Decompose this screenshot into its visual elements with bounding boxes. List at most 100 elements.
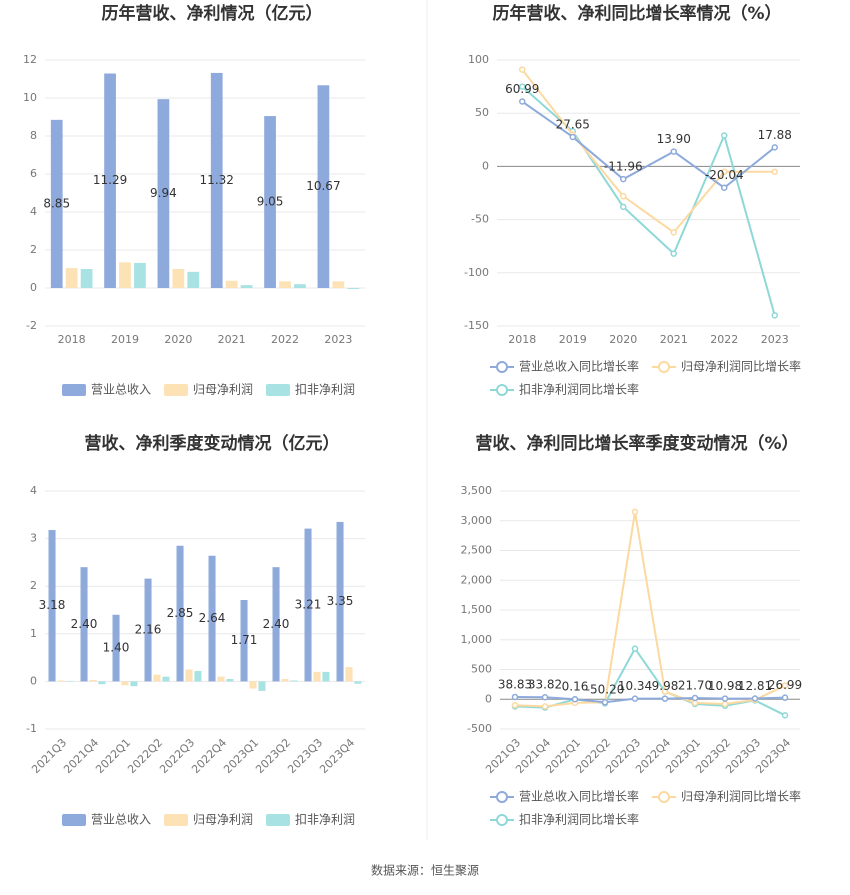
data-label: 1.40 [103,641,130,655]
y-tick-label: 6 [30,167,37,180]
data-label: 10.98 [708,679,742,693]
point [620,203,627,211]
bar [281,679,289,682]
legend-label: 归母净利润 [193,383,253,397]
legend-swatch [496,814,508,826]
bar [119,262,131,288]
bar [157,99,170,288]
y-tick-label: 3,500 [461,484,493,497]
point [519,98,526,105]
y-tick-label: -500 [467,722,492,735]
bar [240,285,253,288]
legend-label: 营业总收入同比增长率 [519,359,639,374]
bar [104,73,116,289]
bar [172,269,185,288]
point [569,133,576,141]
data-label: 21.70 [678,678,712,692]
bar [290,680,298,682]
point [571,695,579,703]
legend-label: 营业总收入 [91,813,151,827]
legend-swatch [164,384,188,396]
bar [347,288,360,289]
point [670,229,677,236]
data-label: 11.29 [93,173,127,187]
y-tick-label: 10 [23,91,37,104]
data-label: -20.04 [705,168,744,182]
point [661,688,669,695]
data-label: 10.67 [306,179,340,193]
legend-swatch [164,814,188,826]
data-label: 10.34 [618,679,652,693]
x-tick-label: 2022 [710,333,738,346]
point [721,695,729,702]
y-tick-label: -1 [26,722,37,735]
point [670,250,677,257]
bar [313,671,321,682]
y-tick-label: 2,000 [461,573,493,586]
bar [332,281,345,288]
legend-label: 归母净利润同比增长率 [681,359,801,374]
point [541,703,549,710]
bar [134,262,146,288]
line [514,646,786,717]
point [721,700,729,708]
data-label: 2.40 [263,617,290,631]
y-tick-label: 2 [30,243,37,256]
point [721,132,728,139]
y-tick-label: 0 [485,692,492,705]
bar [345,667,353,682]
data-label: 17.88 [758,128,792,142]
x-tick-label: 2021 [660,333,688,346]
line [521,68,775,234]
data-label: 2.85 [167,606,194,620]
y-tick-label: 500 [471,663,492,676]
data-label: 27.65 [556,117,590,131]
legend-label: 扣非净利润同比增长率 [519,812,639,827]
legend-swatch [496,384,508,396]
bar [121,681,129,686]
data-label: 3.18 [39,598,66,612]
legend-swatch [496,361,508,373]
bar [322,671,330,682]
point [691,694,699,702]
bar [304,528,312,682]
y-tick-label: 2 [30,579,37,592]
bar [217,676,225,682]
point [541,693,549,701]
bar [66,680,74,682]
data-label: 1.71 [231,633,258,647]
x-tick-label: 2023 [761,333,789,346]
y-tick-label: 12 [23,53,37,66]
y-tick-label: 3 [30,532,37,545]
line [514,511,786,708]
point [721,184,728,191]
bar [98,681,106,685]
bar [317,85,330,289]
point [601,698,609,706]
bar [264,116,276,288]
y-tick-label: 50 [475,106,489,119]
legend-swatch [62,384,86,396]
bar [89,679,97,682]
data-label: 0.16 [562,680,589,694]
y-tick-label: 1 [30,627,37,640]
bar [226,679,234,682]
x-tick-label: 2023Q4 [317,736,357,776]
x-tick-label: 2021 [218,333,246,346]
point [620,192,627,200]
bar [279,281,291,288]
bar [208,555,216,682]
bar [354,681,362,684]
point [771,312,778,319]
point [631,695,639,702]
chart-title: 历年营收、净利情况（亿元） [102,3,323,24]
bar [272,567,280,682]
point [511,701,519,709]
y-tick-label: 4 [30,484,37,497]
x-tick-label: 2019 [111,333,139,346]
point [631,645,639,652]
y-tick-label: 4 [30,205,37,218]
point [781,694,789,701]
y-tick-label: -50 [471,213,489,226]
legend-label: 营业总收入 [91,383,151,397]
